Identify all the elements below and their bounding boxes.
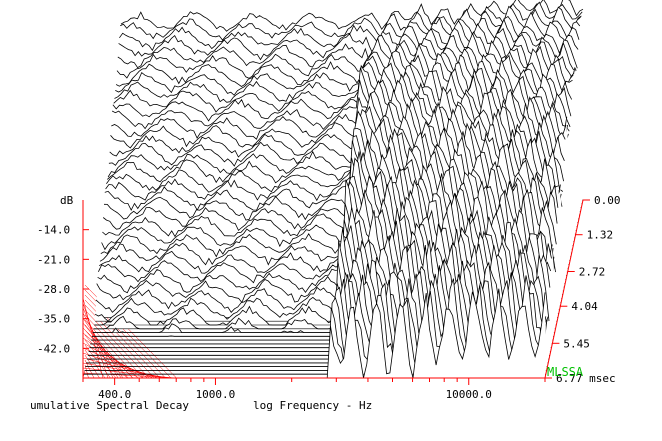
decay-slice	[100, 144, 564, 258]
x-axis-label: log Frequency - Hz	[253, 399, 372, 412]
db-tick-label: -35.0	[37, 313, 70, 326]
decay-slice	[114, 41, 577, 103]
floor-hatch-line	[84, 314, 144, 379]
floor-hatch-line	[82, 322, 129, 379]
decay-slice	[102, 136, 565, 238]
db-tick-label: -21.0	[37, 253, 70, 266]
time-tick-label: 2.72	[579, 266, 606, 279]
db-ticks: -14.0 -21.0 -28.0 -35.0 -42.0	[37, 224, 89, 355]
decay-slice	[109, 79, 573, 158]
frequency-ticks: 400.0 1000.0 10000.0	[82, 378, 546, 401]
floor-hatch-line	[84, 364, 89, 379]
time-tick-label: 6.77 msec	[556, 372, 616, 385]
time-tick-label: 0.00	[594, 194, 621, 207]
frequency-tick-label: 10000.0	[446, 388, 492, 401]
chart-title: umulative Spectral Decay	[30, 399, 189, 412]
db-tick-label: -42.0	[37, 342, 70, 355]
decay-slice	[116, 26, 580, 79]
frequency-tick-label: 1000.0	[196, 388, 236, 401]
floor-hatch-line	[82, 297, 104, 379]
time-tick-label: 4.04	[571, 300, 598, 313]
decay-slice	[110, 73, 573, 149]
db-tick-label: -14.0	[37, 224, 70, 237]
floor-hatch-line	[82, 327, 134, 379]
decay-slice	[102, 129, 566, 232]
time-ticks: 0.00 1.32 2.72 4.04 5.45 6.77 msec	[545, 194, 621, 385]
time-axis-line	[544, 199, 584, 379]
decay-slice	[108, 87, 572, 167]
decay-slice	[95, 180, 559, 313]
decay-slice	[101, 138, 564, 251]
time-tick-label: 5.45	[563, 337, 590, 350]
decay-slice	[115, 32, 579, 87]
decay-slice	[111, 68, 574, 140]
decay-slice	[94, 196, 557, 326]
decay-slice	[115, 39, 578, 96]
time-tick-label: 1.32	[587, 229, 614, 242]
db-axis-label: dB	[60, 194, 74, 207]
decay-slice	[103, 122, 567, 221]
db-tick-label: -28.0	[37, 283, 70, 296]
floor-hatch-line	[82, 312, 119, 379]
mlssa-watermark: MLSSA	[547, 365, 584, 379]
decay-slice-fill	[83, 288, 545, 378]
decay-slice	[94, 188, 558, 322]
decay-slices	[83, 0, 584, 379]
decay-slice	[117, 18, 581, 69]
frequency-tick-label: 400.0	[98, 388, 131, 401]
